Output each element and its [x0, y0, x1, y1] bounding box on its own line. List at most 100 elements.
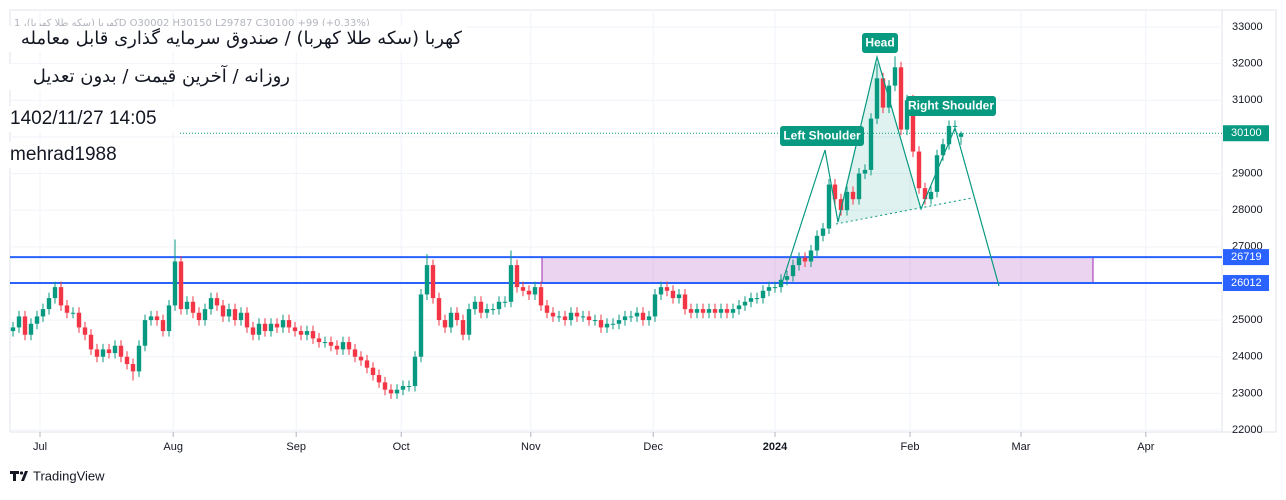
y-tick-label: 25000: [1232, 314, 1263, 326]
annotation: Head: [865, 36, 894, 50]
zone: [541, 256, 1094, 284]
candle-body: [700, 309, 706, 313]
candle-body: [190, 301, 196, 313]
annotation-box: [906, 96, 996, 116]
y-tick-label: 23000: [1232, 387, 1263, 399]
candle-body: [490, 309, 496, 311]
candle-body: [796, 257, 802, 266]
candle-body: [46, 298, 52, 310]
last-price-label: 30100: [1231, 127, 1262, 139]
candle-body: [826, 184, 832, 229]
candle-body: [442, 320, 448, 328]
candle-body: [262, 323, 268, 332]
candle-body: [232, 309, 238, 321]
annotation-box: [862, 33, 898, 53]
candle-body: [172, 261, 178, 306]
label-bg: [6, 26, 466, 52]
candle-body: [478, 301, 484, 313]
candle-body: [664, 287, 670, 291]
candle-body: [916, 151, 922, 189]
neckline: [835, 197, 973, 225]
candle-body: [724, 309, 730, 313]
candle-body: [742, 301, 748, 306]
candle-body: [154, 316, 160, 321]
candle-body: [880, 78, 886, 108]
candle-body: [64, 305, 70, 313]
candle-body: [940, 144, 946, 156]
candle-body: [844, 191, 850, 211]
candle-body: [460, 320, 466, 335]
annotation: Left Shoulder: [783, 129, 861, 143]
candle-body: [196, 312, 202, 321]
label-bg: [6, 64, 294, 90]
candle-body: [898, 67, 904, 130]
pattern-area: [836, 57, 972, 224]
candle-body: [58, 287, 64, 306]
candle-body: [106, 349, 112, 354]
candle-body: [226, 309, 232, 317]
candle-body: [268, 323, 274, 332]
candle-body: [310, 331, 316, 339]
candle-body: [304, 331, 310, 335]
candle-body: [712, 309, 718, 313]
candle-body: [790, 265, 796, 277]
candle-body: [202, 309, 208, 321]
candle-body: [766, 287, 772, 291]
x-tick-label: Apr: [1137, 441, 1154, 453]
y-tick-label: 28000: [1232, 204, 1263, 216]
candle-body: [382, 382, 388, 390]
candle-body: [364, 360, 370, 368]
candle-body: [598, 320, 604, 328]
candle-body: [856, 173, 862, 200]
annotation: Right Shoulder: [908, 99, 994, 113]
candle-body: [514, 265, 520, 288]
candle-body: [436, 298, 442, 321]
candle-body: [82, 327, 88, 335]
level-label-bg: [1223, 249, 1269, 266]
candle-body: [628, 316, 634, 318]
candle-body: [850, 191, 856, 200]
candle-body: [688, 309, 694, 313]
candle-body: [370, 367, 376, 376]
candle-body: [208, 298, 214, 310]
candle-body: [820, 228, 826, 236]
candle-body: [580, 316, 586, 318]
candle-body: [88, 334, 94, 350]
candle-body: [562, 316, 568, 321]
x-tick-label: Mar: [1012, 441, 1031, 453]
candle-body: [802, 257, 808, 262]
candle-body: [934, 155, 940, 192]
x-tick-label: Sep: [286, 441, 306, 453]
label-bg: [6, 106, 176, 132]
x-tick-label: Jul: [33, 441, 47, 453]
candle-body: [760, 290, 766, 299]
y-tick-label: 24000: [1232, 351, 1263, 363]
candle-body: [298, 331, 304, 335]
candle-body: [706, 309, 712, 313]
candle-body: [658, 287, 664, 295]
candle-body: [862, 169, 868, 174]
candle-body: [454, 312, 460, 321]
candle-body: [94, 349, 100, 357]
candle-body: [322, 342, 328, 344]
x-tick-label: Feb: [901, 441, 920, 453]
candle-body: [340, 342, 346, 350]
y-tick-label: 22000: [1232, 424, 1263, 436]
candle-body: [730, 309, 736, 313]
candle-body: [484, 309, 490, 313]
candle-body: [778, 279, 784, 288]
x-tick-label: 2024: [763, 441, 788, 453]
candle-body: [736, 305, 742, 310]
y-tick-label: 31000: [1232, 94, 1263, 106]
candle-body: [250, 327, 256, 335]
candle-body: [358, 356, 364, 361]
ohlc-legend: کهربا (سکه طلا کهربا)، 1D O30002 H30150 …: [14, 18, 370, 29]
candle-body: [280, 320, 286, 328]
candle-body: [502, 301, 508, 303]
candle-body: [28, 323, 34, 335]
candle-body: [160, 320, 166, 332]
candle-body: [34, 316, 40, 324]
candle-body: [70, 312, 76, 314]
candle-body: [520, 287, 526, 291]
candle-body: [874, 78, 880, 119]
